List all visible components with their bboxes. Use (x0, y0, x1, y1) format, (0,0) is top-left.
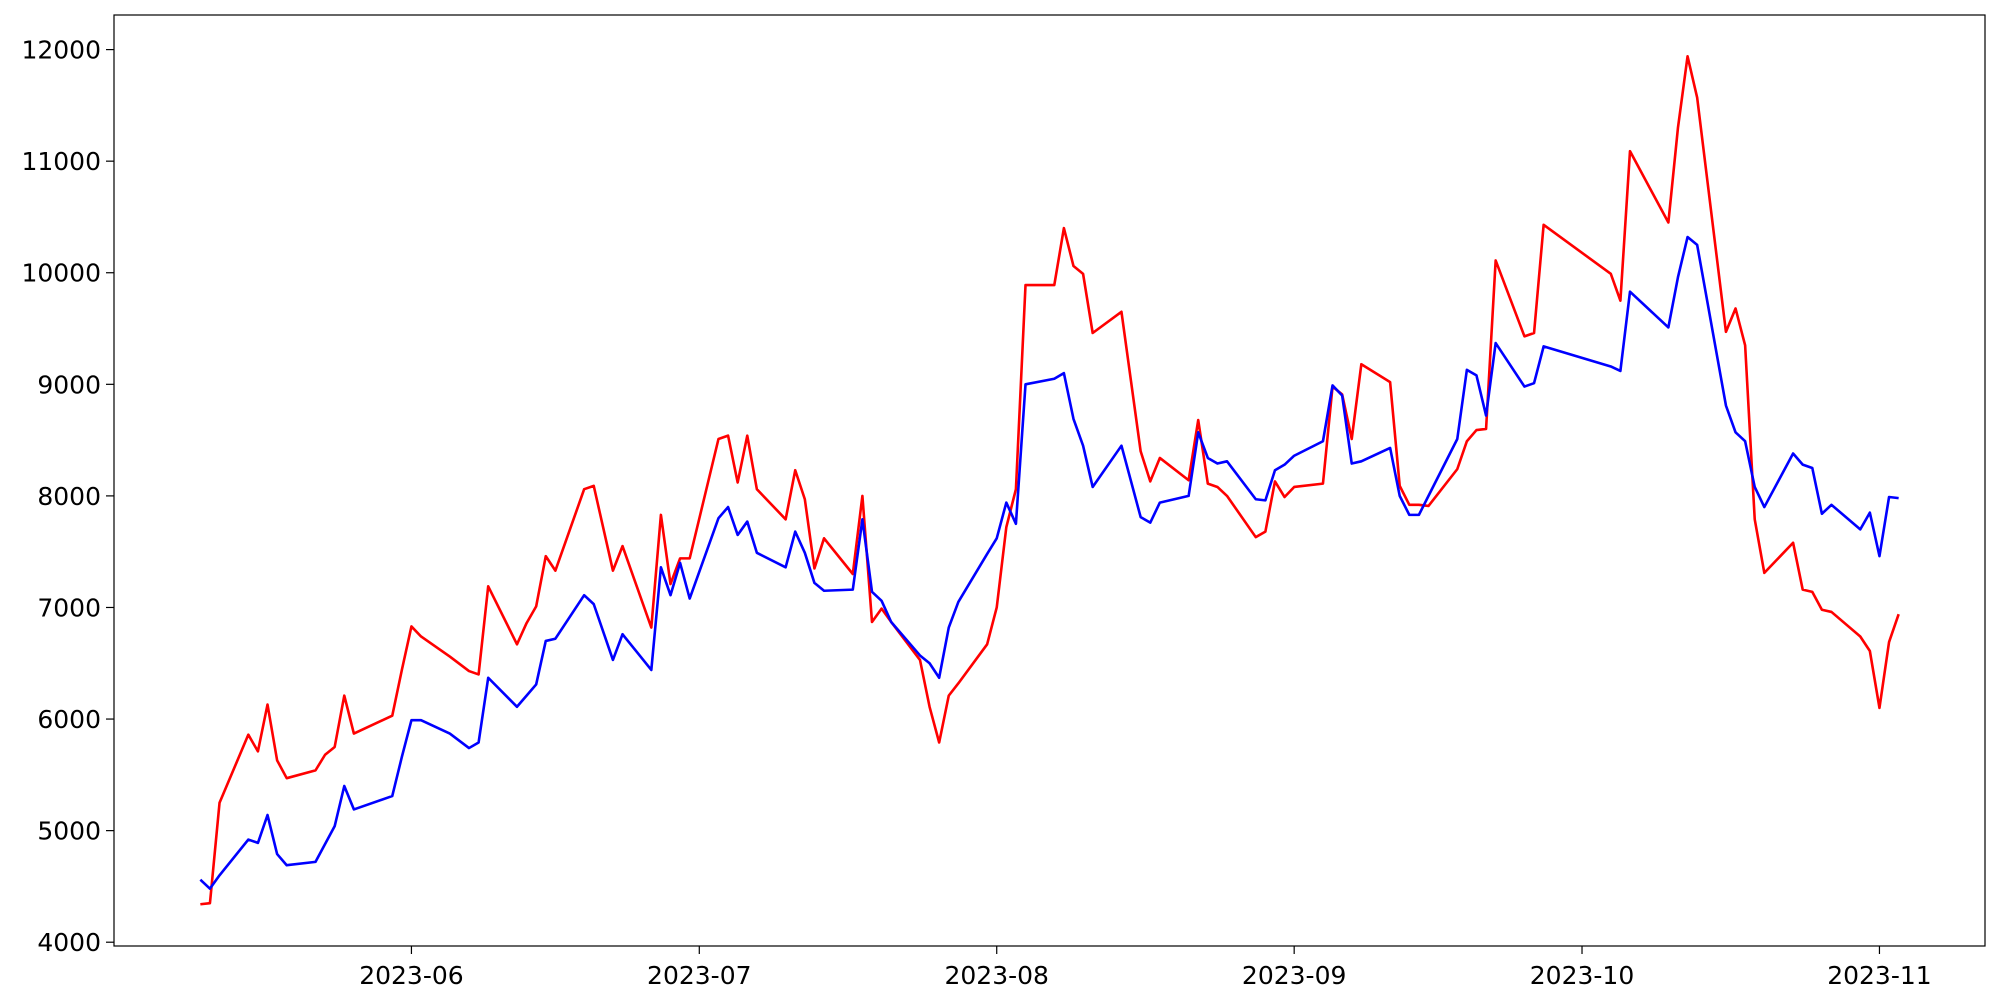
y-tick-label: 8000 (37, 482, 101, 511)
line-series (200, 54, 1900, 906)
x-tick-label: 2023-08 (944, 961, 1048, 990)
x-tick-label: 2023-06 (359, 961, 463, 990)
x-tick-label: 2023-10 (1530, 961, 1634, 990)
x-tick-label: 2023-09 (1242, 961, 1346, 990)
y-tick-label: 9000 (37, 370, 101, 399)
line-series (199, 235, 1899, 890)
plot-frame (113, 14, 1986, 947)
x-tick-label: 2023-07 (647, 961, 751, 990)
y-tick-label: 6000 (37, 705, 101, 734)
y-tick-label: 5000 (37, 817, 101, 846)
y-tick-label: 12000 (21, 36, 101, 65)
y-tick-label: 4000 (37, 928, 101, 957)
y-tick-label: 10000 (21, 259, 101, 288)
y-tick-label: 11000 (21, 147, 101, 176)
x-tick-label: 2023-11 (1827, 961, 1931, 990)
y-tick-label: 7000 (37, 593, 101, 622)
